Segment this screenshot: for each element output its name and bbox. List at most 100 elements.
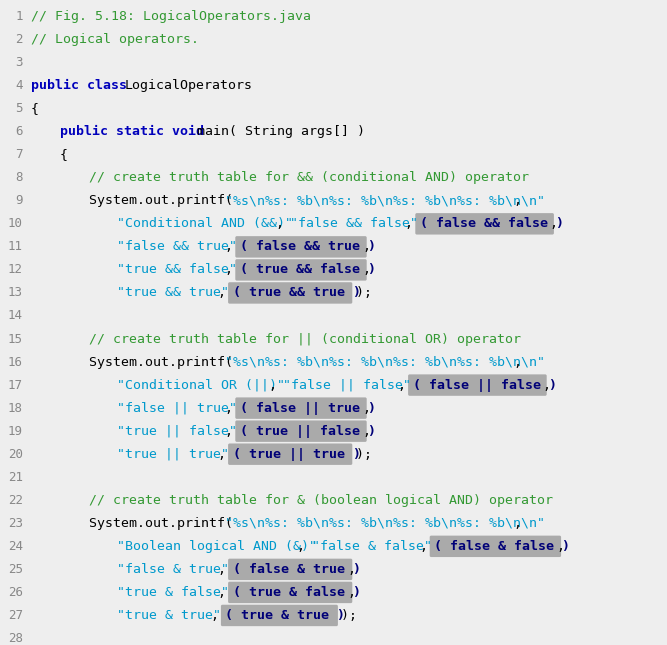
Text: 18: 18 [8, 402, 23, 415]
Text: 2: 2 [15, 33, 23, 46]
Text: ( false || true ): ( false || true ) [240, 402, 376, 415]
FancyBboxPatch shape [235, 236, 367, 257]
Text: ,: , [362, 263, 370, 277]
Text: "false || false": "false || false" [283, 379, 411, 392]
Text: "Conditional AND (&&)": "Conditional AND (&&)" [117, 217, 293, 230]
Text: "true & false": "true & false" [117, 586, 229, 599]
Text: 21: 21 [8, 471, 23, 484]
Text: "false & false": "false & false" [311, 540, 432, 553]
Text: 22: 22 [8, 494, 23, 507]
Text: {: { [31, 102, 39, 115]
FancyBboxPatch shape [430, 535, 561, 557]
Text: ,: , [225, 241, 241, 253]
Text: ,: , [542, 379, 550, 392]
Text: "false || true": "false || true" [117, 402, 237, 415]
Text: ,: , [420, 540, 436, 553]
Text: 12: 12 [8, 263, 23, 277]
Text: "true && false": "true && false" [117, 263, 237, 277]
Text: "false && false": "false && false" [290, 217, 418, 230]
Text: "%s\n%s: %b\n%s: %b\n%s: %b\n%s: %b\n\n": "%s\n%s: %b\n%s: %b\n%s: %b\n%s: %b\n\n" [225, 517, 546, 530]
Text: 26: 26 [8, 586, 23, 599]
Text: // Logical operators.: // Logical operators. [31, 33, 199, 46]
Text: ( true & true ): ( true & true ) [225, 609, 346, 622]
Text: ( false && true ): ( false && true ) [240, 241, 376, 253]
Text: ,: , [269, 379, 285, 392]
Text: 14: 14 [8, 310, 23, 322]
Text: 3: 3 [15, 56, 23, 69]
Text: ,: , [362, 241, 370, 253]
Text: ,: , [275, 217, 291, 230]
Text: ( true || true ): ( true || true ) [233, 448, 361, 461]
Text: ,: , [218, 286, 234, 299]
Text: 17: 17 [8, 379, 23, 392]
Text: 1: 1 [15, 10, 23, 23]
Text: 23: 23 [8, 517, 23, 530]
Text: 20: 20 [8, 448, 23, 461]
Text: "Conditional OR (||)": "Conditional OR (||)" [117, 379, 285, 392]
FancyBboxPatch shape [228, 559, 352, 580]
Text: ,: , [225, 402, 241, 415]
Text: ,: , [211, 609, 227, 622]
Text: ( false && false ): ( false && false ) [420, 217, 564, 230]
Text: 27: 27 [8, 609, 23, 622]
Text: // create truth table for || (conditional OR) operator: // create truth table for || (conditiona… [89, 333, 521, 346]
Text: public static void: public static void [60, 125, 212, 138]
Text: ,: , [406, 217, 422, 230]
Text: 9: 9 [15, 194, 23, 207]
Text: "Boolean logical AND (&)": "Boolean logical AND (&)" [117, 540, 317, 553]
Text: ( true & false ): ( true & false ) [233, 586, 361, 599]
FancyBboxPatch shape [235, 259, 367, 281]
Text: ,: , [225, 263, 241, 277]
Text: main( String args[] ): main( String args[] ) [197, 125, 365, 138]
Text: ,: , [556, 540, 564, 553]
Text: 11: 11 [8, 241, 23, 253]
FancyBboxPatch shape [416, 213, 554, 235]
Text: 5: 5 [15, 102, 23, 115]
Text: "%s\n%s: %b\n%s: %b\n%s: %b\n%s: %b\n\n": "%s\n%s: %b\n%s: %b\n%s: %b\n%s: %b\n\n" [225, 355, 546, 368]
Text: // create truth table for && (conditional AND) operator: // create truth table for && (conditiona… [89, 172, 529, 184]
Text: "true & true": "true & true" [117, 609, 221, 622]
Text: 7: 7 [15, 148, 23, 161]
Text: System.out.printf(: System.out.printf( [89, 517, 241, 530]
Text: ,: , [514, 194, 522, 207]
Text: 13: 13 [8, 286, 23, 299]
Text: ,: , [398, 379, 414, 392]
Text: 25: 25 [8, 563, 23, 576]
Text: "true || false": "true || false" [117, 424, 237, 438]
Text: ( false & true ): ( false & true ) [233, 563, 361, 576]
Text: {: { [60, 148, 68, 161]
Text: ( true && false ): ( true && false ) [240, 263, 376, 277]
Text: System.out.printf(: System.out.printf( [89, 355, 241, 368]
Text: "false && true": "false && true" [117, 241, 237, 253]
FancyBboxPatch shape [235, 397, 367, 419]
Text: 10: 10 [8, 217, 23, 230]
Text: ( false || false ): ( false || false ) [413, 379, 556, 392]
Text: );: ); [348, 448, 372, 461]
Text: );: ); [334, 609, 358, 622]
FancyBboxPatch shape [408, 374, 547, 396]
Text: 8: 8 [15, 172, 23, 184]
Text: 6: 6 [15, 125, 23, 138]
Text: ( false & false ): ( false & false ) [434, 540, 570, 553]
Text: "%s\n%s: %b\n%s: %b\n%s: %b\n%s: %b\n\n": "%s\n%s: %b\n%s: %b\n%s: %b\n%s: %b\n\n" [225, 194, 546, 207]
Text: // create truth table for & (boolean logical AND) operator: // create truth table for & (boolean log… [89, 494, 552, 507]
Text: "true || true": "true || true" [117, 448, 229, 461]
FancyBboxPatch shape [228, 582, 352, 603]
Text: LogicalOperators: LogicalOperators [125, 79, 253, 92]
Text: ,: , [218, 563, 234, 576]
Text: ,: , [514, 355, 522, 368]
Text: ,: , [514, 517, 522, 530]
Text: 15: 15 [8, 333, 23, 346]
Text: ,: , [218, 586, 234, 599]
Text: );: ); [348, 286, 372, 299]
Text: 4: 4 [15, 79, 23, 92]
Text: ,: , [550, 217, 558, 230]
Text: 24: 24 [8, 540, 23, 553]
Text: // Fig. 5.18: LogicalOperators.java: // Fig. 5.18: LogicalOperators.java [31, 10, 311, 23]
Text: 28: 28 [8, 632, 23, 645]
Text: System.out.printf(: System.out.printf( [89, 194, 241, 207]
Text: ,: , [218, 448, 234, 461]
Text: ,: , [225, 424, 241, 438]
Text: 16: 16 [8, 355, 23, 368]
FancyBboxPatch shape [221, 605, 338, 626]
